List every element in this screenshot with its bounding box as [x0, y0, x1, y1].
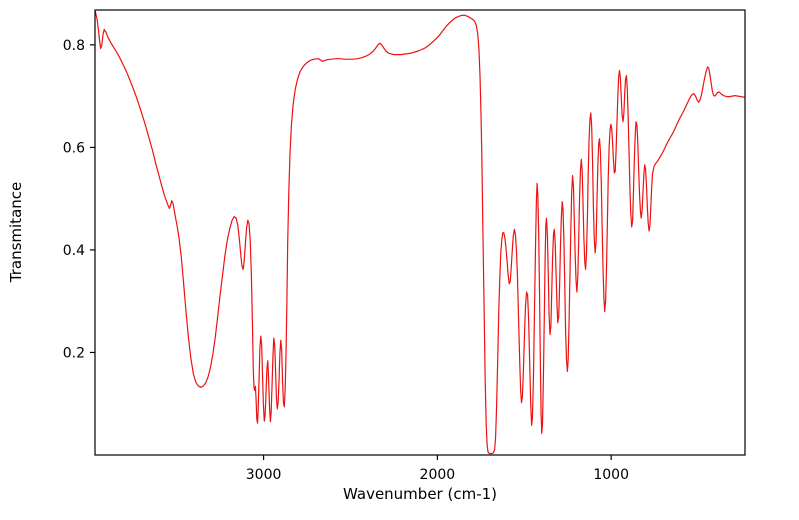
x-tick-label-1000: 1000 — [593, 467, 629, 483]
y-axis-ticks: 0.2 0.4 0.6 0.8 — [63, 38, 95, 361]
x-tick-label-3000: 3000 — [246, 467, 282, 483]
y-tick-label-0.2: 0.2 — [63, 345, 85, 361]
spectrum-line — [94, 10, 745, 455]
y-tick-label-0.8: 0.8 — [63, 38, 85, 54]
x-axis-ticks: 3000 2000 1000 — [246, 455, 629, 483]
x-axis-label: Wavenumber (cm-1) — [343, 485, 497, 503]
y-axis-label: Transmitance — [7, 182, 25, 283]
plot-border — [94, 9, 746, 456]
plot-background — [95, 10, 745, 455]
x-tick-label-2000: 2000 — [420, 467, 456, 483]
y-tick-label-0.6: 0.6 — [63, 140, 85, 156]
y-tick-label-0.4: 0.4 — [63, 243, 85, 259]
